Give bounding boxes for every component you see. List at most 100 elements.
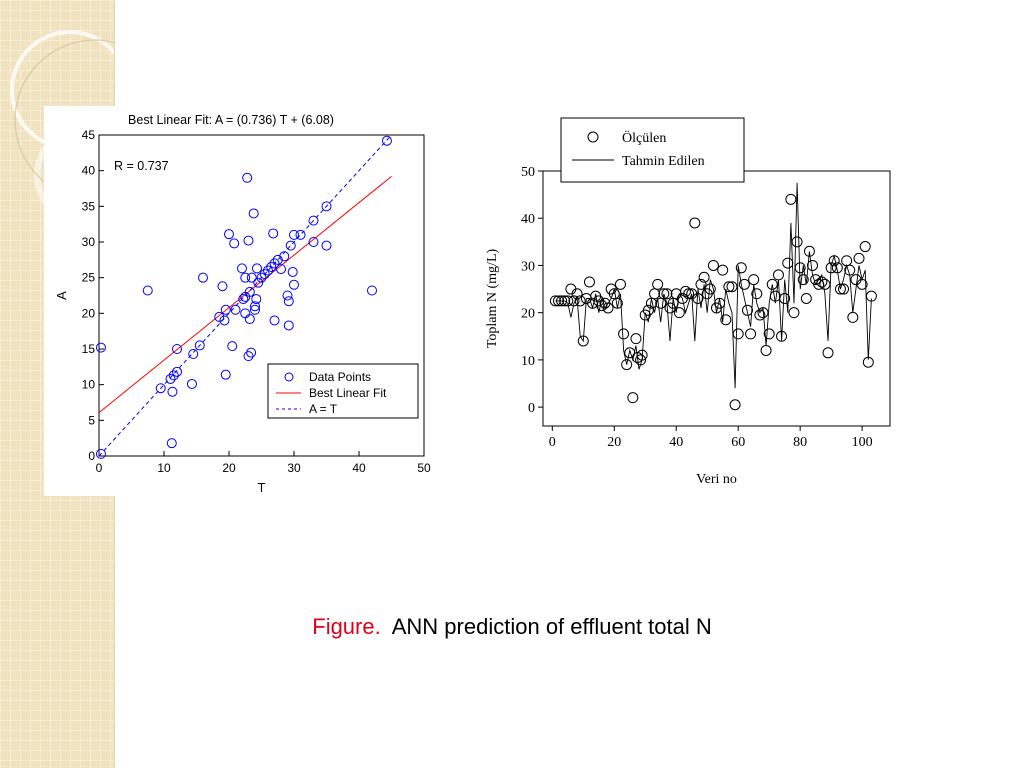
measured-data-point xyxy=(630,333,642,345)
data-point xyxy=(367,285,377,296)
data-point xyxy=(229,238,240,249)
data-point xyxy=(194,340,205,351)
measured-data-point xyxy=(596,300,608,312)
data-point xyxy=(287,266,298,277)
y-tick-label: 45 xyxy=(82,128,96,142)
measured-data-point xyxy=(571,288,583,300)
measured-data-point xyxy=(788,307,800,319)
data-point xyxy=(95,342,106,353)
caption-label: Figure. xyxy=(312,614,381,639)
data-point xyxy=(227,341,238,352)
measured-data-point xyxy=(689,217,701,229)
measured-data-point xyxy=(552,295,564,307)
legend-marker-data-points xyxy=(284,372,294,382)
data-point xyxy=(308,237,319,247)
measured-data-point xyxy=(853,252,865,264)
measured-data-point xyxy=(658,288,670,300)
y-tick-label: 30 xyxy=(82,235,96,249)
measured-data-point xyxy=(707,259,719,271)
x-tick-label: 10 xyxy=(157,461,171,475)
data-point xyxy=(285,240,296,251)
x-tick-label: 20 xyxy=(222,461,236,475)
chart2-legend-box xyxy=(560,117,745,183)
measured-data-point xyxy=(652,278,664,290)
data-point xyxy=(308,215,319,226)
measured-data-point xyxy=(621,359,633,371)
data-point xyxy=(188,348,199,359)
measured-data-point xyxy=(757,307,769,319)
data-point xyxy=(246,272,257,283)
measured-data-point xyxy=(763,328,775,340)
data-point xyxy=(283,320,294,331)
measured-data-point xyxy=(862,356,874,368)
measured-data-point xyxy=(844,264,856,276)
x-tick-label: 50 xyxy=(417,461,431,475)
measured-data-point xyxy=(726,281,738,293)
data-point xyxy=(282,290,293,301)
data-point xyxy=(198,272,208,283)
figure-caption: Figure. ANN prediction of effluent total… xyxy=(0,614,1024,640)
chart1-background xyxy=(44,106,436,496)
measured-data-point xyxy=(760,344,772,356)
data-point xyxy=(268,228,279,239)
data-point xyxy=(289,279,299,290)
data-point xyxy=(295,229,306,240)
measured-data-point xyxy=(816,276,828,288)
data-point xyxy=(214,311,225,322)
y-tick-label: 10 xyxy=(82,378,96,392)
x-tick-label: 40 xyxy=(669,435,683,450)
data-point xyxy=(244,314,255,325)
measured-data-point xyxy=(856,278,868,290)
legend-marker-measured xyxy=(587,131,599,143)
measured-data-point xyxy=(738,278,750,290)
data-point xyxy=(269,315,280,326)
y-tick-label: 5 xyxy=(88,413,95,427)
measured-data-point xyxy=(794,262,806,274)
y-tick-label: 0 xyxy=(88,449,95,463)
data-point xyxy=(166,438,177,449)
data-point xyxy=(230,304,241,315)
data-point xyxy=(269,258,280,269)
data-point xyxy=(220,369,231,380)
measured-data-point xyxy=(568,295,580,307)
measured-data-point xyxy=(772,269,784,281)
measured-data-point xyxy=(859,241,871,253)
caption-text: ANN prediction of effluent total N xyxy=(391,614,712,639)
data-point xyxy=(243,235,254,246)
chart1-title: Best Linear Fit: A = (0.736) T + (6.08) xyxy=(128,113,334,127)
measured-data-point xyxy=(754,309,766,321)
data-point xyxy=(95,448,106,459)
measured-data-point xyxy=(729,399,741,411)
r-value-annotation: R = 0.737 xyxy=(114,159,169,173)
data-point xyxy=(244,286,255,297)
y-tick-label: 40 xyxy=(521,212,535,227)
measured-data-point xyxy=(807,259,819,271)
measured-data-point xyxy=(673,307,685,319)
measured-data-point xyxy=(822,347,834,359)
y-tick-label: 15 xyxy=(82,342,96,356)
measured-data-point xyxy=(800,293,812,304)
chart2-plot-area: 0 20 40 60 80 100 0 10 20 30 40 50 Veri no Toplam N (… xyxy=(485,117,891,487)
legend-label: Best Linear Fit xyxy=(309,386,387,400)
measured-data-point xyxy=(680,285,692,297)
measured-data-point xyxy=(611,297,623,309)
y-tick-label: 25 xyxy=(82,271,96,285)
data-point xyxy=(142,285,153,296)
y-tick-label: 30 xyxy=(521,259,535,274)
data-point xyxy=(263,265,273,276)
legend-label-measured: Ölçülen xyxy=(622,129,666,146)
data-point xyxy=(165,373,176,384)
chart1-plot-frame xyxy=(98,134,425,457)
legend-label-predicted: Tahmin Edilen xyxy=(622,154,705,169)
data-point xyxy=(186,378,197,389)
measured-data-point xyxy=(683,288,695,300)
measured-data-point xyxy=(791,236,803,248)
data-point xyxy=(243,351,254,362)
x-axis-label: Veri no xyxy=(696,472,737,487)
data-point xyxy=(250,304,260,315)
measured-data-point xyxy=(751,288,763,300)
measured-data-point xyxy=(614,278,626,290)
x-tick-label: 0 xyxy=(96,461,103,475)
measured-data-point xyxy=(831,262,843,274)
data-point xyxy=(253,277,264,288)
